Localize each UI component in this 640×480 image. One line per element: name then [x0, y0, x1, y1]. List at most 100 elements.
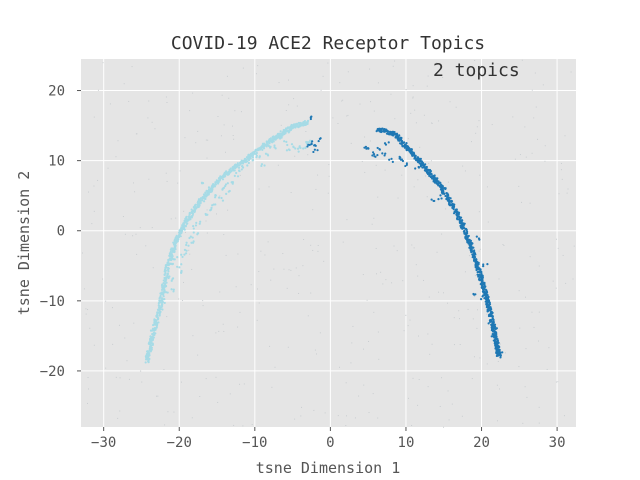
data-point [480, 272, 483, 275]
noise-point [369, 140, 371, 142]
data-point [172, 290, 175, 293]
noise-point [478, 120, 480, 122]
noise-point [412, 96, 414, 98]
data-point [482, 265, 485, 268]
data-point [221, 199, 225, 202]
data-point [486, 310, 490, 313]
data-point [190, 211, 193, 215]
data-point [165, 281, 168, 284]
noise-point [183, 281, 185, 283]
data-point [263, 164, 266, 167]
data-point [404, 164, 407, 168]
data-point [294, 147, 297, 150]
data-point [181, 226, 184, 229]
data-point [285, 149, 289, 152]
data-point [159, 308, 162, 311]
x-axis-label: tsne Dimension 1 [256, 459, 401, 477]
noise-point [447, 390, 449, 392]
noise-point [285, 109, 287, 111]
data-point [487, 322, 490, 325]
data-point [484, 300, 487, 303]
noise-point [156, 395, 158, 397]
noise-point [282, 253, 284, 255]
data-point [484, 295, 487, 299]
data-point [475, 235, 478, 238]
data-point [150, 346, 153, 349]
noise-point [393, 245, 395, 247]
data-point [273, 144, 276, 147]
data-point [235, 165, 238, 168]
data-point [218, 179, 221, 182]
data-point [204, 192, 207, 196]
noise-point [366, 299, 368, 301]
data-point [249, 155, 252, 158]
data-point [446, 193, 450, 196]
noise-point [206, 157, 208, 159]
data-point [399, 158, 403, 161]
data-point [152, 328, 155, 331]
noise-point [364, 136, 366, 138]
noise-point [294, 155, 296, 157]
noise-point [117, 140, 119, 142]
data-point [192, 231, 195, 234]
data-point [422, 165, 426, 168]
noise-point [491, 124, 493, 126]
data-point [316, 149, 319, 152]
data-point [169, 250, 172, 254]
data-point [266, 142, 269, 145]
data-point [477, 237, 481, 240]
data-point [486, 262, 489, 266]
noise-point [410, 112, 412, 114]
data-point [174, 244, 177, 247]
noise-point [286, 287, 288, 289]
noise-point [560, 162, 562, 164]
data-point [224, 183, 228, 186]
noise-point [268, 186, 270, 188]
noise-point [412, 85, 414, 87]
data-point [469, 241, 472, 244]
noise-point [429, 353, 431, 355]
noise-point [293, 98, 295, 100]
data-point [185, 215, 188, 218]
noise-point [148, 100, 150, 102]
noise-point [131, 66, 133, 68]
noise-point [269, 345, 271, 347]
data-point [463, 230, 466, 233]
data-point [304, 146, 307, 150]
noise-point [97, 89, 99, 91]
data-point [430, 173, 433, 176]
noise-point [274, 366, 276, 368]
data-point [308, 143, 311, 146]
noise-point [223, 330, 225, 332]
data-point [309, 117, 312, 121]
noise-point [115, 376, 117, 378]
noise-point [558, 193, 560, 195]
chart-annotation: 2 topics [433, 60, 520, 81]
data-point [424, 163, 427, 166]
noise-point [396, 250, 398, 252]
noise-point [207, 139, 209, 141]
noise-point [205, 378, 207, 380]
data-point [149, 329, 153, 332]
data-point [475, 264, 479, 267]
noise-point [504, 352, 506, 354]
data-point [463, 222, 466, 225]
noise-point [402, 280, 404, 282]
noise-point [314, 349, 316, 351]
data-point [225, 170, 228, 173]
noise-point [382, 283, 384, 285]
data-point [441, 184, 444, 187]
data-point [389, 133, 392, 136]
noise-point [195, 142, 197, 144]
noise-point [412, 377, 414, 379]
data-point [200, 199, 204, 202]
data-point [449, 203, 452, 206]
data-point [165, 266, 168, 269]
noise-point [324, 412, 326, 414]
noise-point [392, 65, 394, 67]
data-point [180, 253, 183, 256]
noise-point [529, 202, 531, 204]
data-point [496, 343, 499, 346]
data-point [160, 297, 164, 300]
